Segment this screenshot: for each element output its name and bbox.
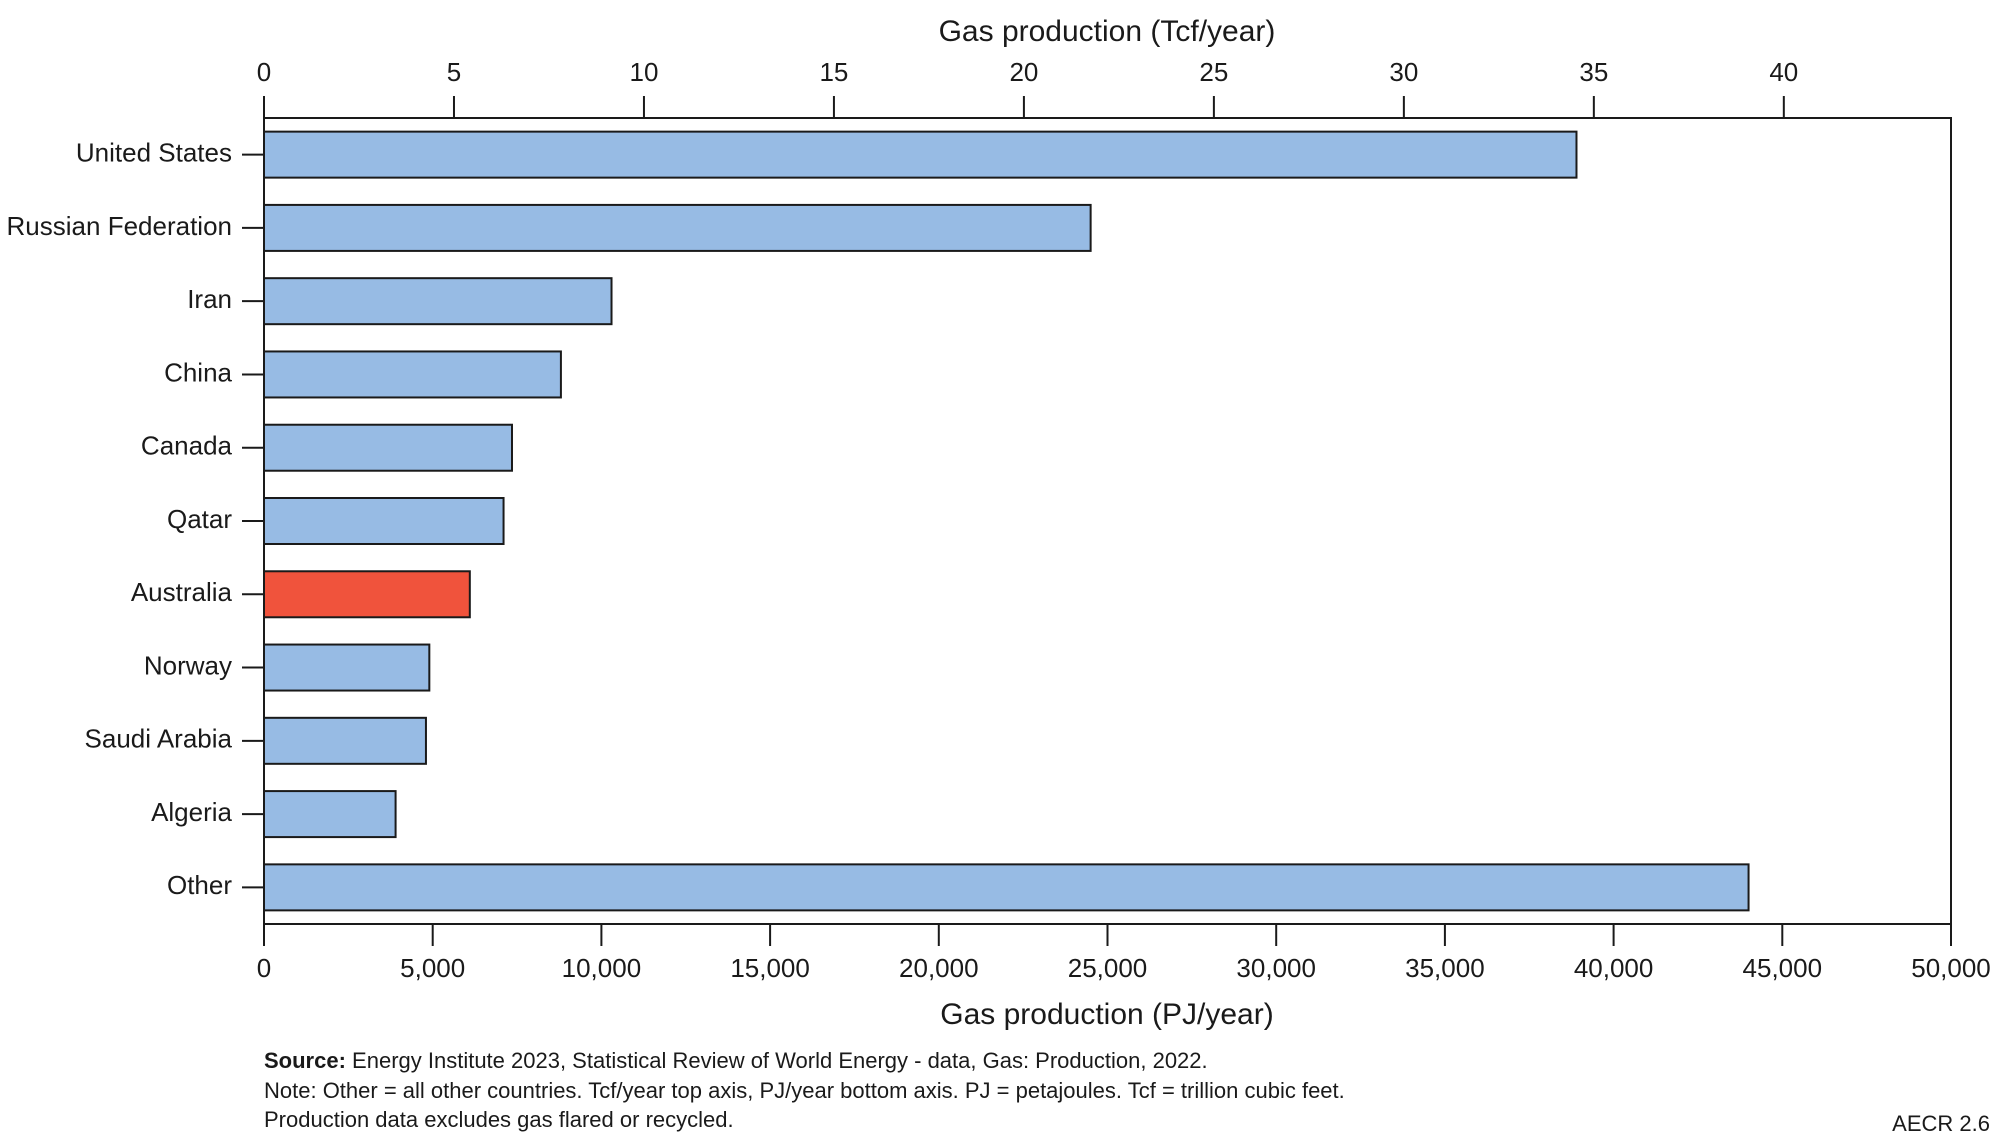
- bar: [263, 643, 431, 692]
- x2-tick-label: 5: [447, 57, 461, 87]
- x-tick-label: 25,000: [1068, 953, 1148, 983]
- bottom-axis-title: Gas production (PJ/year): [940, 998, 1273, 1031]
- bar: [263, 863, 1750, 912]
- x-tick-label: 10,000: [562, 953, 642, 983]
- source: Source: Energy Institute 2023, Statistic…: [264, 1048, 1208, 1073]
- y-tick-label: Saudi Arabia: [85, 724, 233, 754]
- y-tick-label: Australia: [131, 577, 233, 607]
- x2-tick-label: 30: [1389, 57, 1418, 87]
- bar: [263, 497, 505, 545]
- x-tick-label: 30,000: [1236, 953, 1316, 983]
- y-tick-label: United States: [76, 138, 232, 168]
- y-tick-label: Algeria: [151, 797, 232, 827]
- y-tick-label: China: [164, 357, 232, 387]
- x2-tick-label: 20: [1009, 57, 1038, 87]
- note: Note: Other = all other countries. Tcf/y…: [264, 1078, 1345, 1103]
- x-tick-label: 45,000: [1743, 953, 1823, 983]
- x-tick-label: 40,000: [1574, 953, 1654, 983]
- y-tick-label: Russian Federation: [7, 211, 232, 241]
- x-tick-label: 50,000: [1911, 953, 1991, 983]
- x-tick-label: 5,000: [400, 953, 465, 983]
- bar: [263, 203, 1092, 252]
- bar: [263, 350, 562, 399]
- y-tick-label: Norway: [144, 650, 232, 680]
- bar: [263, 277, 613, 326]
- x2-tick-label: 35: [1579, 57, 1608, 87]
- x2-tick-label: 10: [629, 57, 658, 87]
- x-tick-label: 35,000: [1405, 953, 1485, 983]
- x2-tick-label: 40: [1769, 57, 1798, 87]
- x2-tick-label: 0: [257, 57, 271, 87]
- y-tick-label: Other: [167, 870, 232, 900]
- bar: [263, 130, 1578, 179]
- top-axis-title: Gas production (Tcf/year): [939, 15, 1276, 48]
- x-tick-label: 20,000: [899, 953, 979, 983]
- source-label: Source:: [264, 1048, 346, 1073]
- bar: [263, 423, 513, 472]
- plot-frame: [263, 117, 1952, 925]
- note: Production data excludes gas flared or r…: [264, 1107, 734, 1132]
- y-tick-label: Qatar: [167, 504, 232, 534]
- y-tick-label: Canada: [141, 431, 233, 461]
- y-tick-label: Iran: [187, 284, 232, 314]
- bar: [263, 716, 427, 765]
- bar: [263, 570, 471, 619]
- x2-tick-label: 25: [1199, 57, 1228, 87]
- figure-id: AECR 2.6: [1892, 1111, 1990, 1136]
- x-tick-label: 15,000: [730, 953, 810, 983]
- x2-tick-label: 15: [819, 57, 848, 87]
- source-text: Energy Institute 2023, Statistical Revie…: [352, 1048, 1208, 1073]
- bar: [263, 790, 397, 839]
- x-tick-label: 0: [257, 953, 271, 983]
